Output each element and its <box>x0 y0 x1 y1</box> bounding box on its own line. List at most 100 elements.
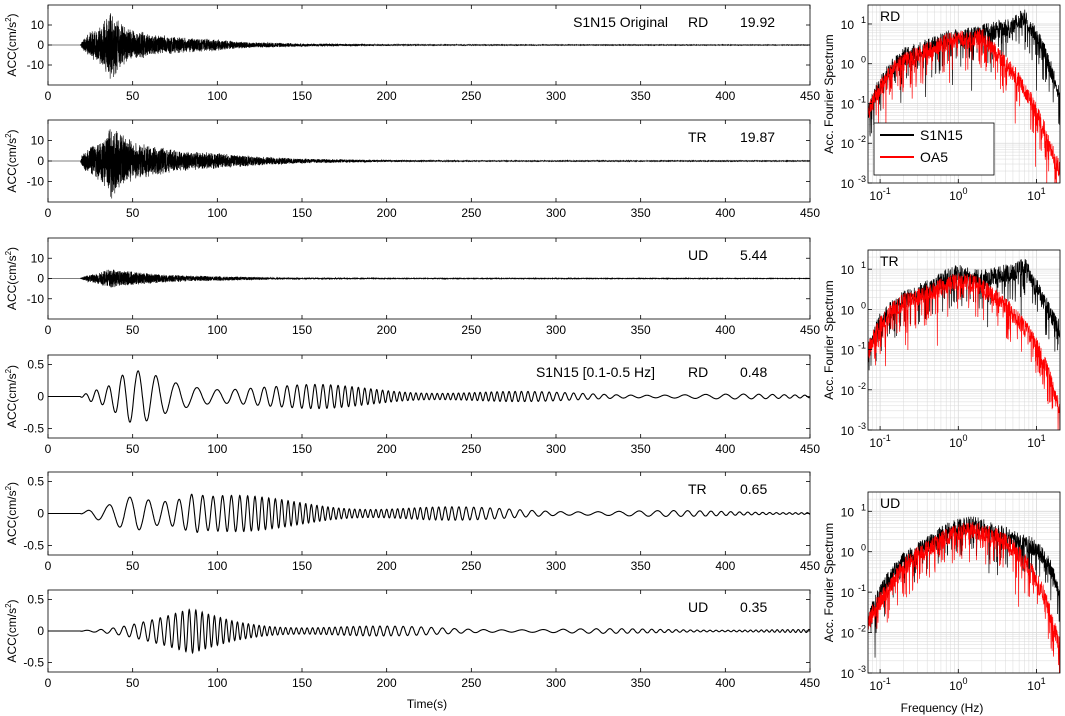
x-tick-label: 250 <box>461 206 481 220</box>
x-tick-label: 100 <box>207 89 227 103</box>
y-axis-label: ACC(cm/s2) <box>4 482 19 545</box>
spectrum-line-s1n15 <box>868 9 1060 137</box>
peak-value-label: 0.65 <box>740 481 767 497</box>
y-tick-label: -0.5 <box>23 538 44 552</box>
time-series-panel-ts-rd-original: 0 50 100 150 200 250 300 350 400 450100-10ACC(cm/… <box>4 4 820 103</box>
x-tick-label: 350 <box>631 559 651 573</box>
x-tick-label: 300 <box>546 442 566 456</box>
y-axis-label: ACC(cm/s2) <box>4 365 19 428</box>
x-tick-label: 300 <box>546 89 566 103</box>
x-tick-label: 450 <box>800 206 820 220</box>
component-label: RD <box>880 8 900 24</box>
peak-value-label: 5.44 <box>740 247 767 263</box>
x-tick-label: 0 <box>45 206 52 220</box>
x-tick-label: 150 <box>292 442 312 456</box>
spectrum-line-oa5 <box>868 28 1060 183</box>
x-tick-label: 400 <box>715 89 735 103</box>
y-tick-label: 10 -1 <box>841 583 866 600</box>
time-series-panels: 0 50 100 150 200 250 300 350 400 450100-10ACC(cm/… <box>4 4 820 690</box>
legend-label: OA5 <box>920 149 948 165</box>
x-tick-label: 0 <box>45 442 52 456</box>
y-tick-label: 0 <box>37 272 44 286</box>
x-axis-label-time: Time(s) <box>407 697 447 711</box>
x-tick-label: 300 <box>546 559 566 573</box>
legend-box <box>873 122 995 176</box>
x-tick-label: 10-1 <box>869 186 890 203</box>
x-tick-label: 101 <box>1027 186 1045 203</box>
x-tick-label: 300 <box>546 323 566 337</box>
y-axis-label: ACC(cm/s2) <box>4 247 19 310</box>
y-tick-label: 10 -1 <box>841 94 866 111</box>
x-tick-label: 400 <box>715 206 735 220</box>
x-tick-label: 250 <box>461 323 481 337</box>
time-series-panel-ts-ud-filtered: 0 50 100 150 200 250 300 350 400 4500.50-0.5ACC(c… <box>4 589 820 690</box>
y-tick-label: 10 -1 <box>841 341 866 358</box>
x-tick-label: 150 <box>292 206 312 220</box>
y-tick-label: 10 <box>31 18 45 32</box>
y-axis-label: Acc. Fourier Spectrum <box>822 280 836 399</box>
x-tick-label: 200 <box>377 89 397 103</box>
time-series-panel-ts-ud-original: 0 50 100 150 200 250 300 350 400 450100-10ACC(cm/… <box>4 237 820 337</box>
time-series-panel-ts-tr-original: 0 50 100 150 200 250 300 350 400 450100-10ACC(cm/… <box>4 119 820 220</box>
x-tick-label: 150 <box>292 676 312 690</box>
y-tick-label: 0 <box>37 624 44 638</box>
y-tick-label: 0.5 <box>27 358 44 372</box>
x-tick-label: 350 <box>631 206 651 220</box>
x-tick-label: 200 <box>377 206 397 220</box>
y-axis-label: ACC(cm/s2) <box>4 599 19 662</box>
y-tick-label: 10 0 <box>841 543 866 560</box>
x-tick-label: 150 <box>292 559 312 573</box>
y-tick-label: 10 -2 <box>841 624 866 641</box>
waveform-line <box>48 493 811 533</box>
x-tick-label: 150 <box>292 323 312 337</box>
x-tick-label: 200 <box>377 323 397 337</box>
x-tick-label: 0 <box>45 89 52 103</box>
x-tick-label: 50 <box>126 559 140 573</box>
y-tick-label: 0.5 <box>27 475 44 489</box>
y-tick-label: -0.5 <box>23 421 44 435</box>
x-tick-label: 450 <box>800 676 820 690</box>
plot-frame <box>867 4 1061 184</box>
y-tick-label: -10 <box>27 292 45 306</box>
peak-value-label: 19.87 <box>740 129 775 145</box>
y-tick-label: 10 -3 <box>841 664 866 681</box>
waveform-line <box>48 13 811 79</box>
x-tick-label: 101 <box>1027 433 1045 450</box>
x-tick-label: 350 <box>631 89 651 103</box>
plot-frame <box>867 249 1061 431</box>
x-tick-label: 350 <box>631 323 651 337</box>
y-axis-label: ACC(cm/s2) <box>4 13 19 76</box>
peak-value-label: 19.92 <box>740 14 775 30</box>
y-tick-label: 0 <box>37 390 44 404</box>
y-tick-label: 10 1 <box>841 15 866 32</box>
y-tick-label: -10 <box>27 175 45 189</box>
waveform-line <box>48 370 811 423</box>
legend-label: S1N15 <box>920 127 963 143</box>
x-tick-label: 200 <box>377 676 397 690</box>
y-tick-label: 10 -2 <box>841 134 866 151</box>
x-tick-label: 400 <box>715 323 735 337</box>
time-series-panel-ts-tr-filtered: 0 50 100 150 200 250 300 350 400 4500.50-0.5ACC(c… <box>4 471 820 573</box>
x-tick-label: 350 <box>631 676 651 690</box>
x-tick-label: 10-1 <box>869 433 890 450</box>
waveform-line <box>48 269 811 288</box>
legend: S1N15 OA5 <box>873 122 995 176</box>
component-label: RD <box>688 14 708 30</box>
x-tick-label: 250 <box>461 89 481 103</box>
x-tick-label: 50 <box>126 89 140 103</box>
y-tick-label: 10 -3 <box>841 421 866 438</box>
spectrum-line-oa5 <box>868 273 1060 430</box>
waveform-line <box>48 129 811 199</box>
peak-value-label: 0.35 <box>740 599 767 615</box>
y-tick-label: 0 <box>37 38 44 52</box>
x-tick-label: 300 <box>546 206 566 220</box>
y-tick-label: 10 <box>31 251 45 265</box>
spectrum-line-s1n15 <box>868 516 1060 658</box>
component-label: UD <box>880 495 900 511</box>
x-tick-label: 300 <box>546 676 566 690</box>
x-tick-label: 100 <box>207 559 227 573</box>
